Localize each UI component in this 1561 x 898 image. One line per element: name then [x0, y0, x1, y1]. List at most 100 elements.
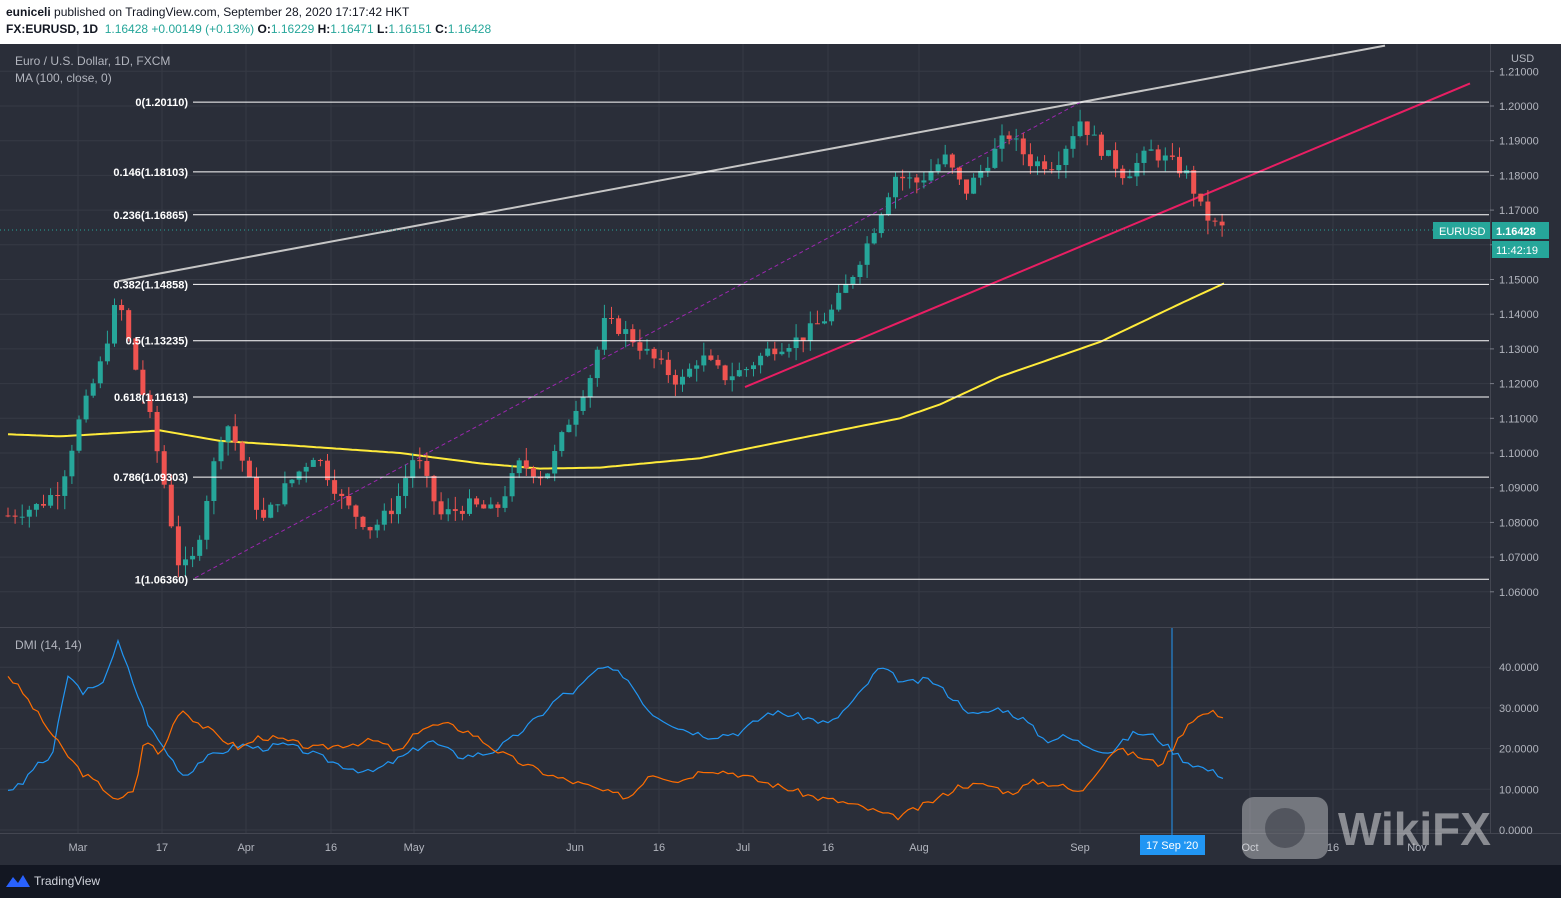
- dmi-tick-label: 20.0000: [1499, 744, 1539, 756]
- open-label: O:: [257, 22, 271, 36]
- candle-body: [424, 461, 430, 476]
- candle: [772, 341, 778, 361]
- candle-body: [580, 397, 586, 411]
- candle: [687, 363, 693, 378]
- candle-body: [1070, 136, 1076, 149]
- ohlc-summary: FX:EURUSD, 1D 1.16428 +0.00149 (+0.13%) …: [6, 22, 491, 36]
- candle-body: [353, 505, 359, 517]
- candle: [360, 515, 366, 530]
- candle-body: [168, 484, 174, 527]
- candle: [814, 310, 820, 325]
- candle-body: [239, 442, 245, 461]
- candle: [104, 330, 110, 365]
- chart-container[interactable]: 0(1.20110) 0.146(1.18103) 0.236(1.16865) 0.…: [0, 44, 1561, 865]
- candle-body: [623, 329, 629, 334]
- candle: [992, 138, 998, 170]
- candle: [112, 298, 117, 347]
- time-tick-label: 16: [822, 842, 834, 854]
- tradingview-brand[interactable]: TradingView: [34, 874, 101, 888]
- candle: [1127, 169, 1133, 179]
- candle: [609, 306, 614, 325]
- candle: [765, 341, 771, 358]
- candle-body: [786, 348, 792, 352]
- fib-level-label: 1(1.06360): [135, 574, 189, 586]
- candle-body: [332, 480, 338, 494]
- candle: [1155, 144, 1161, 168]
- candle-body: [1155, 149, 1161, 161]
- candle: [374, 519, 380, 538]
- candle-body: [474, 498, 480, 505]
- candle-body: [275, 504, 281, 506]
- candle-body: [48, 495, 54, 506]
- tradingview-logo-icon[interactable]: [6, 873, 30, 889]
- candle-body: [594, 349, 600, 379]
- candle-body: [800, 337, 806, 341]
- candle-body: [360, 516, 366, 528]
- candle-body: [516, 460, 522, 474]
- price-tick-label: 1.19000: [1499, 136, 1539, 148]
- candle: [19, 504, 25, 525]
- candle-body: [1198, 193, 1204, 202]
- chart-legend-title: Euro / U.S. Dollar, 1D, FXCM: [15, 54, 170, 68]
- candle: [467, 489, 472, 517]
- time-tick-label: Mar: [69, 842, 88, 854]
- candle: [658, 349, 664, 365]
- candle: [949, 153, 955, 174]
- candle: [1205, 190, 1211, 235]
- candle: [1027, 143, 1033, 175]
- candle-body: [90, 383, 96, 396]
- ma-layer: [7, 282, 1225, 470]
- candle-body: [942, 154, 948, 165]
- candle: [786, 343, 792, 358]
- candle-body: [417, 460, 423, 462]
- candle-body: [1049, 169, 1055, 171]
- candle: [1212, 217, 1218, 227]
- candle: [509, 464, 515, 502]
- candle: [1091, 125, 1097, 136]
- candle-body: [296, 471, 302, 480]
- candle: [317, 458, 323, 467]
- candle-body: [12, 515, 18, 517]
- candle-body: [836, 292, 842, 310]
- candle-body: [601, 317, 607, 350]
- wikifx-watermark: WikiFX: [1242, 797, 1491, 859]
- candle-body: [438, 501, 444, 515]
- candle-body: [900, 176, 906, 179]
- candle-body: [1042, 161, 1048, 170]
- candle-body: [1219, 221, 1225, 226]
- candle: [325, 454, 330, 486]
- candle: [339, 489, 345, 509]
- candle: [261, 497, 267, 521]
- fibonacci-layer: 0(1.20110) 0.146(1.18103) 0.236(1.16865) 0.…: [113, 97, 1489, 586]
- candle-body: [694, 365, 700, 369]
- axis-layer: Mar 17 Apr 16 May Jun 16 Jul 16 Aug Sep Oct 16 Nov 1.2…: [0, 66, 1539, 854]
- candle: [1077, 109, 1083, 138]
- candle: [204, 495, 210, 550]
- candle: [545, 473, 551, 480]
- candle-body: [964, 179, 969, 194]
- candle: [694, 360, 700, 382]
- candle-body: [1084, 121, 1090, 135]
- candle: [48, 488, 54, 509]
- candle-body: [751, 365, 756, 370]
- candle: [197, 535, 203, 561]
- time-tick-label: 16: [325, 842, 337, 854]
- candle: [69, 444, 75, 484]
- candle: [538, 471, 543, 486]
- candle-body: [857, 264, 863, 277]
- candle: [396, 483, 401, 524]
- published-text: published on TradingView.com, September …: [54, 5, 410, 19]
- candle: [623, 320, 629, 348]
- author-name[interactable]: euniceli: [6, 5, 51, 19]
- candle-body: [488, 504, 494, 509]
- candle: [843, 274, 849, 294]
- candle-body: [1127, 176, 1133, 179]
- candle-body: [346, 496, 352, 506]
- candle-body: [381, 510, 387, 525]
- time-tick-label: Sep: [1070, 842, 1090, 854]
- price-tick-label: 1.18000: [1499, 170, 1539, 182]
- candle-body: [147, 394, 153, 412]
- candle-body: [204, 500, 210, 540]
- chart-canvas[interactable]: 0(1.20110) 0.146(1.18103) 0.236(1.16865) 0.…: [0, 44, 1561, 865]
- candle-body: [225, 426, 231, 442]
